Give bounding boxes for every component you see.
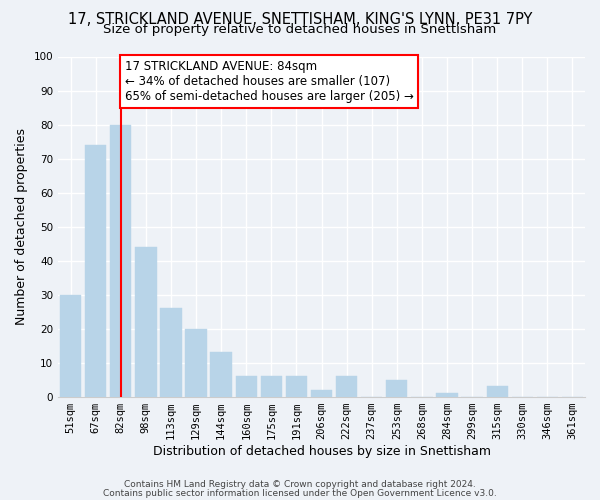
Bar	[160, 308, 182, 396]
Bar	[211, 352, 232, 397]
Bar	[185, 328, 207, 396]
Text: Contains public sector information licensed under the Open Government Licence v3: Contains public sector information licen…	[103, 488, 497, 498]
Bar	[60, 294, 81, 396]
Bar	[286, 376, 307, 396]
X-axis label: Distribution of detached houses by size in Snettisham: Distribution of detached houses by size …	[152, 444, 491, 458]
Bar	[260, 376, 282, 396]
Bar	[487, 386, 508, 396]
Bar	[311, 390, 332, 396]
Y-axis label: Number of detached properties: Number of detached properties	[15, 128, 28, 325]
Bar	[135, 247, 157, 396]
Bar	[85, 145, 106, 397]
Bar	[436, 393, 458, 396]
Text: Size of property relative to detached houses in Snettisham: Size of property relative to detached ho…	[103, 22, 497, 36]
Text: 17 STRICKLAND AVENUE: 84sqm
← 34% of detached houses are smaller (107)
65% of se: 17 STRICKLAND AVENUE: 84sqm ← 34% of det…	[125, 60, 413, 103]
Bar	[110, 124, 131, 396]
Bar	[336, 376, 357, 396]
Text: 17, STRICKLAND AVENUE, SNETTISHAM, KING'S LYNN, PE31 7PY: 17, STRICKLAND AVENUE, SNETTISHAM, KING'…	[68, 12, 532, 28]
Bar	[236, 376, 257, 396]
Text: Contains HM Land Registry data © Crown copyright and database right 2024.: Contains HM Land Registry data © Crown c…	[124, 480, 476, 489]
Bar	[386, 380, 407, 396]
